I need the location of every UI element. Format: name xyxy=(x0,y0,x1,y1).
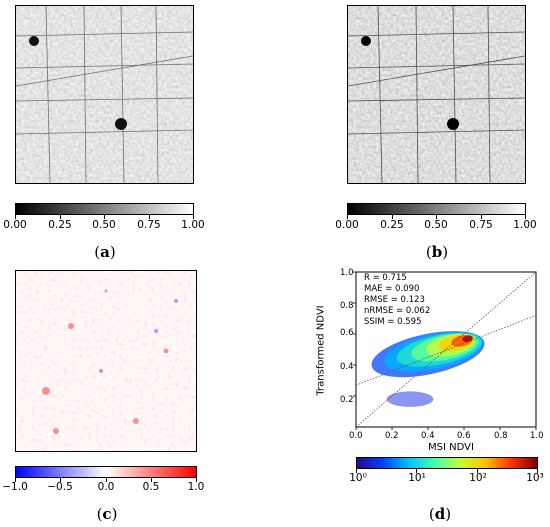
colorbar-b xyxy=(347,203,526,215)
colorbar-a-tick: 0.75 xyxy=(137,219,161,231)
difference-map-c xyxy=(16,271,196,451)
colorbar-c-tickmark xyxy=(196,478,197,482)
ndvi-map-b xyxy=(348,6,525,183)
ndvi-map-a xyxy=(16,6,193,183)
panel-c-label: (c) xyxy=(96,505,118,523)
colorbar-c-tick: −1.0 xyxy=(2,481,28,493)
colorbar-c-tick: 0.0 xyxy=(97,481,115,493)
panel-b-image xyxy=(347,5,526,184)
panel-c-image xyxy=(15,270,197,452)
colorbar-a-tick: 0.25 xyxy=(48,219,72,231)
density-scatter-chart xyxy=(353,271,537,430)
scatter-y-tick: 0.8 xyxy=(340,301,354,311)
scatter-x-tick: 0.6 xyxy=(457,431,471,441)
colorbar-c-tick: 1.0 xyxy=(187,481,205,493)
scatter-ylabel: Transformed NDVI xyxy=(315,305,327,396)
colorbar-d xyxy=(356,457,538,469)
colorbar-d-tickmark xyxy=(477,469,478,473)
scatter-x-tick: 0.8 xyxy=(494,431,508,441)
colorbar-b-tick: 0.00 xyxy=(335,219,359,231)
scatter-xlabel: MSI NDVI xyxy=(428,442,474,453)
colorbar-d-tick: 10³ xyxy=(526,472,544,484)
colorbar-d-tick: 10⁰ xyxy=(349,472,367,484)
scatter-x-tick: 0.4 xyxy=(421,431,435,441)
colorbar-d-tick: 10¹ xyxy=(408,472,426,484)
scatter-stat: SSIM = 0.595 xyxy=(364,317,422,327)
panel-b-label: (b) xyxy=(425,243,449,261)
one-to-one-line xyxy=(355,271,537,428)
colorbar-a-tick: 1.00 xyxy=(181,219,205,231)
density-layer xyxy=(386,391,434,407)
scatter-x-tick: 0.2 xyxy=(385,431,399,441)
panel-a-label: (a) xyxy=(94,243,116,261)
panel-a-image xyxy=(15,5,194,184)
scatter-stat: MAE = 0.090 xyxy=(364,284,420,294)
colorbar-b-tick: 0.50 xyxy=(424,219,448,231)
colorbar-b-tickmark xyxy=(392,215,393,219)
colorbar-a-tickmark xyxy=(60,215,61,219)
colorbar-c xyxy=(15,466,197,478)
colorbar-d-tick: 10² xyxy=(469,472,487,484)
colorbar-a-tick: 0.50 xyxy=(92,219,116,231)
colorbar-b-tickmark xyxy=(347,215,348,219)
colorbar-c-tickmark xyxy=(151,478,152,482)
regression-line xyxy=(355,315,537,386)
density-layer xyxy=(462,335,473,342)
colorbar-b-tickmark xyxy=(481,215,482,219)
colorbar-c-tickmark xyxy=(15,478,16,482)
colorbar-b-tick: 0.25 xyxy=(380,219,404,231)
scatter-y-tick: 0.2 xyxy=(340,395,354,405)
colorbar-a-tickmark xyxy=(104,215,105,219)
colorbar-a-tickmark xyxy=(149,215,150,219)
colorbar-b-tick: 1.00 xyxy=(513,219,537,231)
colorbar-b-tickmark xyxy=(525,215,526,219)
colorbar-d-tickmark xyxy=(537,469,538,473)
scatter-stat: nRMSE = 0.062 xyxy=(364,306,431,316)
scatter-y-tick: 1.0 xyxy=(340,268,354,278)
colorbar-b-tick: 0.75 xyxy=(469,219,493,231)
colorbar-d-tickmark xyxy=(416,469,417,473)
colorbar-a-tickmark xyxy=(193,215,194,219)
scatter-y-tick: 0.6 xyxy=(340,328,354,338)
colorbar-a-tickmark xyxy=(15,215,16,219)
colorbar-c-tick: −0.5 xyxy=(47,481,73,493)
scatter-y-tick: 0.4 xyxy=(340,362,354,372)
colorbar-a-tick: 0.00 xyxy=(3,219,27,231)
colorbar-c-tick: 0.5 xyxy=(142,481,160,493)
colorbar-c-tickmark xyxy=(60,478,61,482)
colorbar-d-tickmark xyxy=(356,469,357,473)
scatter-stat: R = 0.715 xyxy=(364,273,407,283)
scatter-stat: RMSE = 0.123 xyxy=(364,295,425,305)
scatter-x-tick: 0.0 xyxy=(349,431,363,441)
colorbar-b-tickmark xyxy=(436,215,437,219)
colorbar-a xyxy=(15,203,194,215)
scatter-x-tick: 1.0 xyxy=(530,431,544,441)
panel-d-label: (d) xyxy=(428,505,452,523)
colorbar-c-tickmark xyxy=(106,478,107,482)
